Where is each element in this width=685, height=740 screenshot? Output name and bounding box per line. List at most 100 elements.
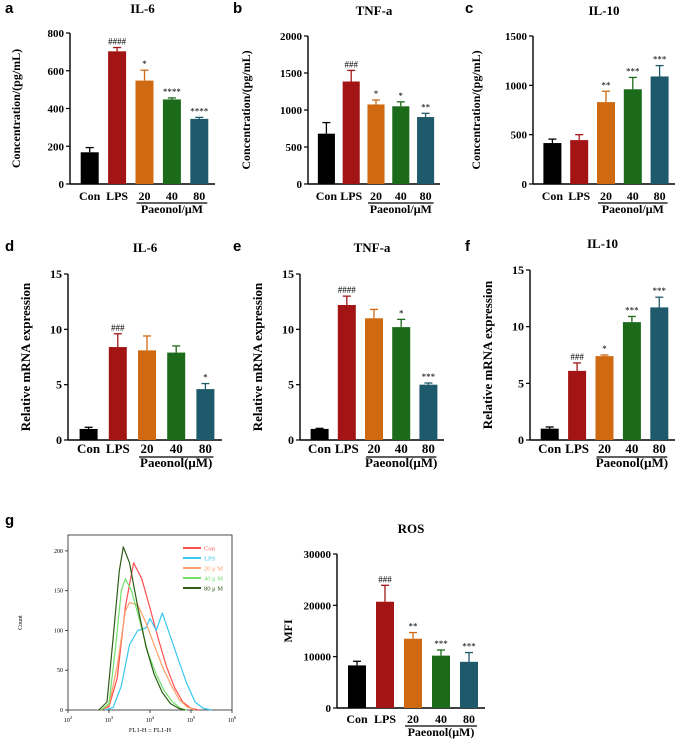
- x-tick-label: 40: [627, 189, 639, 203]
- y-tick-label: 500: [286, 142, 303, 154]
- x-axis-label: Paeonol/μM: [602, 202, 664, 216]
- significance-mark: **: [409, 622, 419, 632]
- bar-40: [392, 106, 410, 184]
- y-axis-label: Concentration/(pg/mL): [9, 49, 23, 168]
- x-tick-label: 102: [64, 715, 72, 724]
- bar-Con: [79, 428, 98, 440]
- significance-mark: ####: [108, 37, 127, 47]
- bar-LPS: [337, 304, 356, 440]
- legend-label: Con: [204, 546, 216, 553]
- significance-mark: *: [399, 308, 404, 318]
- bar-20: [367, 104, 385, 184]
- y-axis-label: Relative mRNA expression: [250, 282, 265, 431]
- y-tick-label: 1500: [505, 31, 528, 43]
- significance-mark: ***: [625, 305, 639, 315]
- chart-title: IL-10: [588, 3, 619, 18]
- legend-label: LPS: [204, 556, 216, 563]
- x-tick-label: Con: [538, 441, 562, 456]
- panel-label-b: b: [233, 0, 243, 17]
- legend-label: 80 μ M: [204, 586, 223, 593]
- bar-Con: [348, 665, 366, 708]
- x-tick-label: 40: [625, 441, 638, 456]
- significance-mark: ***: [653, 286, 667, 296]
- x-tick-label: Con: [542, 189, 564, 203]
- panel-label-g: g: [5, 512, 15, 529]
- significance-mark: *: [203, 373, 208, 383]
- bar-80: [190, 118, 209, 184]
- bar-40: [392, 327, 411, 440]
- bar-20: [135, 80, 154, 184]
- chart-a: IL-6 0 200 400 600 800 Concentration/(pg/mL) Co…: [9, 1, 215, 216]
- bar-Con: [543, 143, 562, 184]
- significance-mark: ***: [434, 639, 448, 649]
- bar-80: [650, 76, 669, 184]
- y-tick-label: 150: [54, 589, 63, 595]
- significance-mark: ****: [190, 106, 209, 116]
- x-axis-label: Paeonol(μM): [408, 725, 475, 739]
- x-axis-label: Paeonol(μM): [596, 455, 668, 470]
- x-tick-label: LPS: [568, 189, 590, 203]
- x-tick-label: LPS: [335, 441, 359, 456]
- bar-80: [650, 307, 669, 440]
- x-tick-label: 20: [598, 441, 611, 456]
- bar-LPS: [570, 140, 589, 184]
- y-axis-label: Relative mRNA expression: [480, 280, 495, 429]
- y-axis-label: Relative mRNA expression: [18, 282, 33, 431]
- bar-80: [196, 389, 215, 440]
- histogram-line-20μM: [100, 602, 196, 711]
- y-tick-label: 20000: [304, 600, 332, 612]
- y-tick-label: 5: [288, 378, 294, 392]
- y-tick-label: 200: [48, 141, 65, 153]
- x-tick-label: 40: [170, 441, 183, 456]
- significance-mark: **: [421, 102, 431, 112]
- significance-mark: ***: [422, 372, 436, 382]
- x-tick-label: 80: [420, 189, 432, 203]
- bar-80: [419, 384, 438, 440]
- y-tick-label: 0: [288, 433, 294, 447]
- y-tick-label: 600: [48, 66, 65, 78]
- y-tick-label: 0: [60, 708, 63, 714]
- significance-mark: ****: [163, 87, 182, 97]
- chart-title: IL-6: [133, 240, 158, 255]
- x-tick-label: 104: [146, 715, 155, 724]
- x-tick-label: 20: [368, 441, 381, 456]
- bar-LPS: [376, 601, 394, 708]
- significance-mark: *: [142, 59, 147, 69]
- y-tick-label: 10: [512, 320, 524, 334]
- significance-mark: ###: [570, 352, 584, 362]
- y-tick-label: 30000: [304, 549, 332, 561]
- significance-mark: ***: [462, 642, 476, 652]
- x-tick-label: 20: [370, 189, 382, 203]
- y-tick-label: 10000: [304, 652, 332, 664]
- histogram-line-80μM: [98, 546, 185, 711]
- panel-label-d: d: [5, 238, 15, 255]
- x-tick-label: 80: [654, 189, 666, 203]
- y-tick-label: 0: [56, 433, 62, 447]
- bar-20: [597, 102, 615, 184]
- y-tick-label: 15: [512, 263, 524, 277]
- histogram-line-Con: [100, 562, 200, 711]
- panel-label-e: e: [233, 238, 242, 255]
- bar-Con: [310, 428, 329, 440]
- x-tick-label: 80: [193, 189, 205, 203]
- y-tick-label: 500: [511, 130, 528, 142]
- significance-mark: ###: [344, 59, 358, 69]
- x-tick-label: 80: [199, 441, 212, 456]
- x-tick-label: 103: [105, 715, 114, 724]
- x-tick-label: 105: [187, 715, 196, 724]
- chart-c: IL-10 0 500 1000 1500 Concentration/(pg/mL) Co…: [469, 3, 675, 216]
- x-tick-label: 80: [463, 712, 475, 726]
- significance-mark: ###: [111, 323, 125, 333]
- x-tick-label: LPS: [565, 441, 589, 456]
- y-tick-label: 400: [48, 104, 65, 116]
- x-axis-label: Paeonol(μM): [140, 455, 212, 470]
- significance-mark: ***: [626, 66, 640, 76]
- significance-mark: *: [399, 91, 404, 101]
- chart-title: IL-10: [587, 236, 618, 251]
- y-tick-label: 100: [54, 628, 63, 634]
- bar-80: [417, 117, 435, 184]
- chart-d: IL-6 0 5 10 15 Relative mRNA expression Con ###…: [18, 240, 222, 470]
- significance-mark: ###: [378, 574, 392, 584]
- y-tick-label: 10: [282, 322, 294, 336]
